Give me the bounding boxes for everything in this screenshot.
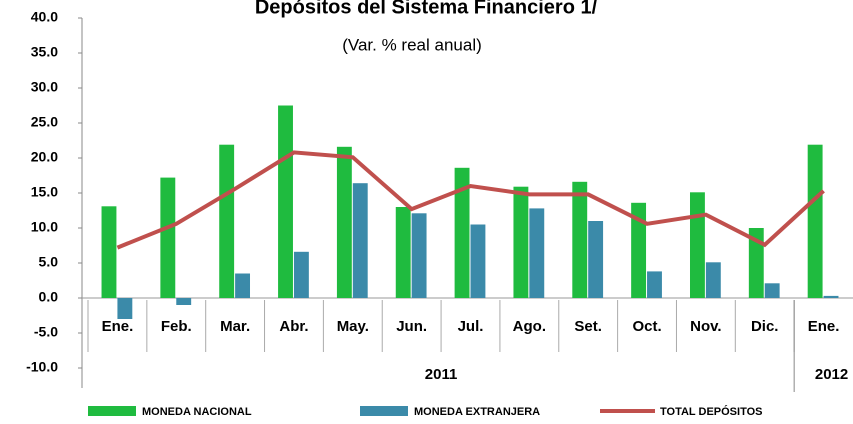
category-cell xyxy=(326,304,380,348)
x-tick-label: Ene. xyxy=(102,318,134,335)
x-tick-label: Abr. xyxy=(279,318,308,335)
x-tick-label: Jul. xyxy=(458,318,484,335)
y-tick-label: 15.0 xyxy=(31,184,58,200)
category-cell xyxy=(385,304,439,348)
legend-label: TOTAL DEPÓSITOS xyxy=(660,405,762,418)
category-cell xyxy=(208,304,262,348)
x-tick-label: Ene. xyxy=(808,318,840,335)
bar xyxy=(513,186,529,298)
bar xyxy=(748,228,764,298)
category-cell xyxy=(679,304,733,348)
x-group-label: 2011 xyxy=(425,366,458,383)
x-tick-label: Nov. xyxy=(690,318,721,335)
x-tick-label: May. xyxy=(337,318,369,335)
bar xyxy=(235,273,251,298)
line xyxy=(116,150,825,250)
category-cell xyxy=(738,304,792,348)
bar xyxy=(454,167,470,298)
bar xyxy=(647,271,662,298)
y-tick-label: 5.0 xyxy=(39,254,59,270)
bar xyxy=(470,224,486,298)
y-tick-label: 30.0 xyxy=(31,79,58,95)
bar xyxy=(823,295,839,298)
category-cell xyxy=(267,304,321,348)
bar xyxy=(764,283,780,298)
bar xyxy=(293,251,309,298)
bar xyxy=(352,183,368,298)
bar xyxy=(529,208,545,298)
y-tick-label: 35.0 xyxy=(31,44,58,60)
x-tick-label: Dic. xyxy=(751,318,779,335)
x-tick-label: Mar. xyxy=(220,318,250,335)
bar xyxy=(588,221,604,298)
x-tick-label: Set. xyxy=(574,318,602,335)
y-tick-label: -5.0 xyxy=(34,324,58,340)
bar xyxy=(219,144,235,298)
bar xyxy=(807,144,823,298)
legend-label: MONEDA EXTRANJERA xyxy=(414,406,540,418)
bar xyxy=(336,146,352,298)
legend-label: MONEDA NACIONAL xyxy=(142,406,252,418)
y-tick-label: 40.0 xyxy=(31,9,58,25)
y-tick-label: 20.0 xyxy=(31,149,58,165)
category-cell xyxy=(149,304,203,348)
legend-swatch xyxy=(360,406,408,416)
category-cell xyxy=(502,304,556,348)
bar xyxy=(117,298,133,319)
x-group-label: 2012 xyxy=(815,366,848,383)
x-tick-label: Jun. xyxy=(396,318,427,335)
y-tick-label: 0.0 xyxy=(39,289,59,305)
category-cell xyxy=(561,304,615,348)
legend-swatch xyxy=(88,406,136,416)
bar xyxy=(631,202,647,298)
bar xyxy=(411,213,427,298)
y-tick-label: 10.0 xyxy=(31,219,58,235)
y-tick-label: -10.0 xyxy=(26,359,58,375)
x-tick-label: Oct. xyxy=(632,318,661,335)
bar xyxy=(278,105,293,298)
chart-title: Depósitos del Sistema Financiero 1/ xyxy=(255,0,598,18)
bar xyxy=(176,298,192,305)
category-cell xyxy=(444,304,497,348)
x-tick-label: Feb. xyxy=(161,318,192,335)
bar xyxy=(395,207,411,298)
category-cell xyxy=(620,304,674,348)
category-cell xyxy=(797,304,850,348)
bar xyxy=(705,262,721,298)
y-tick-label: 25.0 xyxy=(31,114,58,130)
bar xyxy=(572,181,588,298)
bar xyxy=(101,206,117,298)
x-tick-label: Ago. xyxy=(513,318,546,335)
bar xyxy=(689,192,705,298)
bar xyxy=(160,177,176,298)
chart-subtitle: (Var. % real anual) xyxy=(342,35,482,54)
